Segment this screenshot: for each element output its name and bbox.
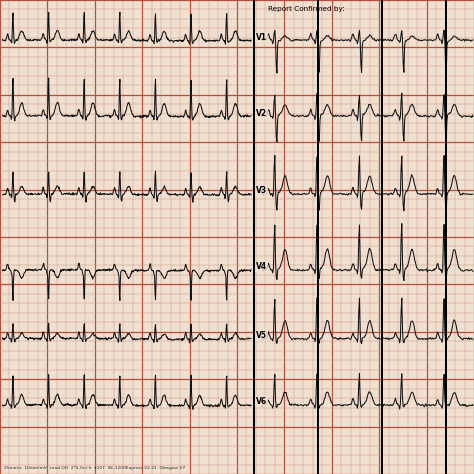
Text: V6: V6 [256, 397, 267, 406]
Text: V1: V1 [256, 33, 267, 42]
Text: V5: V5 [256, 331, 267, 340]
Text: V4: V4 [256, 262, 267, 271]
Text: Report Confirmed by:: Report Confirmed by: [268, 6, 345, 12]
Text: V2: V2 [256, 109, 267, 118]
Text: V3: V3 [256, 186, 267, 195]
Text: 25mm/s  10mm/mV  Lead Off  2*5.0s+Ir  ▾107  SE-1200Express V2.21  Glasgow V7: 25mm/s 10mm/mV Lead Off 2*5.0s+Ir ▾107 S… [4, 466, 185, 470]
